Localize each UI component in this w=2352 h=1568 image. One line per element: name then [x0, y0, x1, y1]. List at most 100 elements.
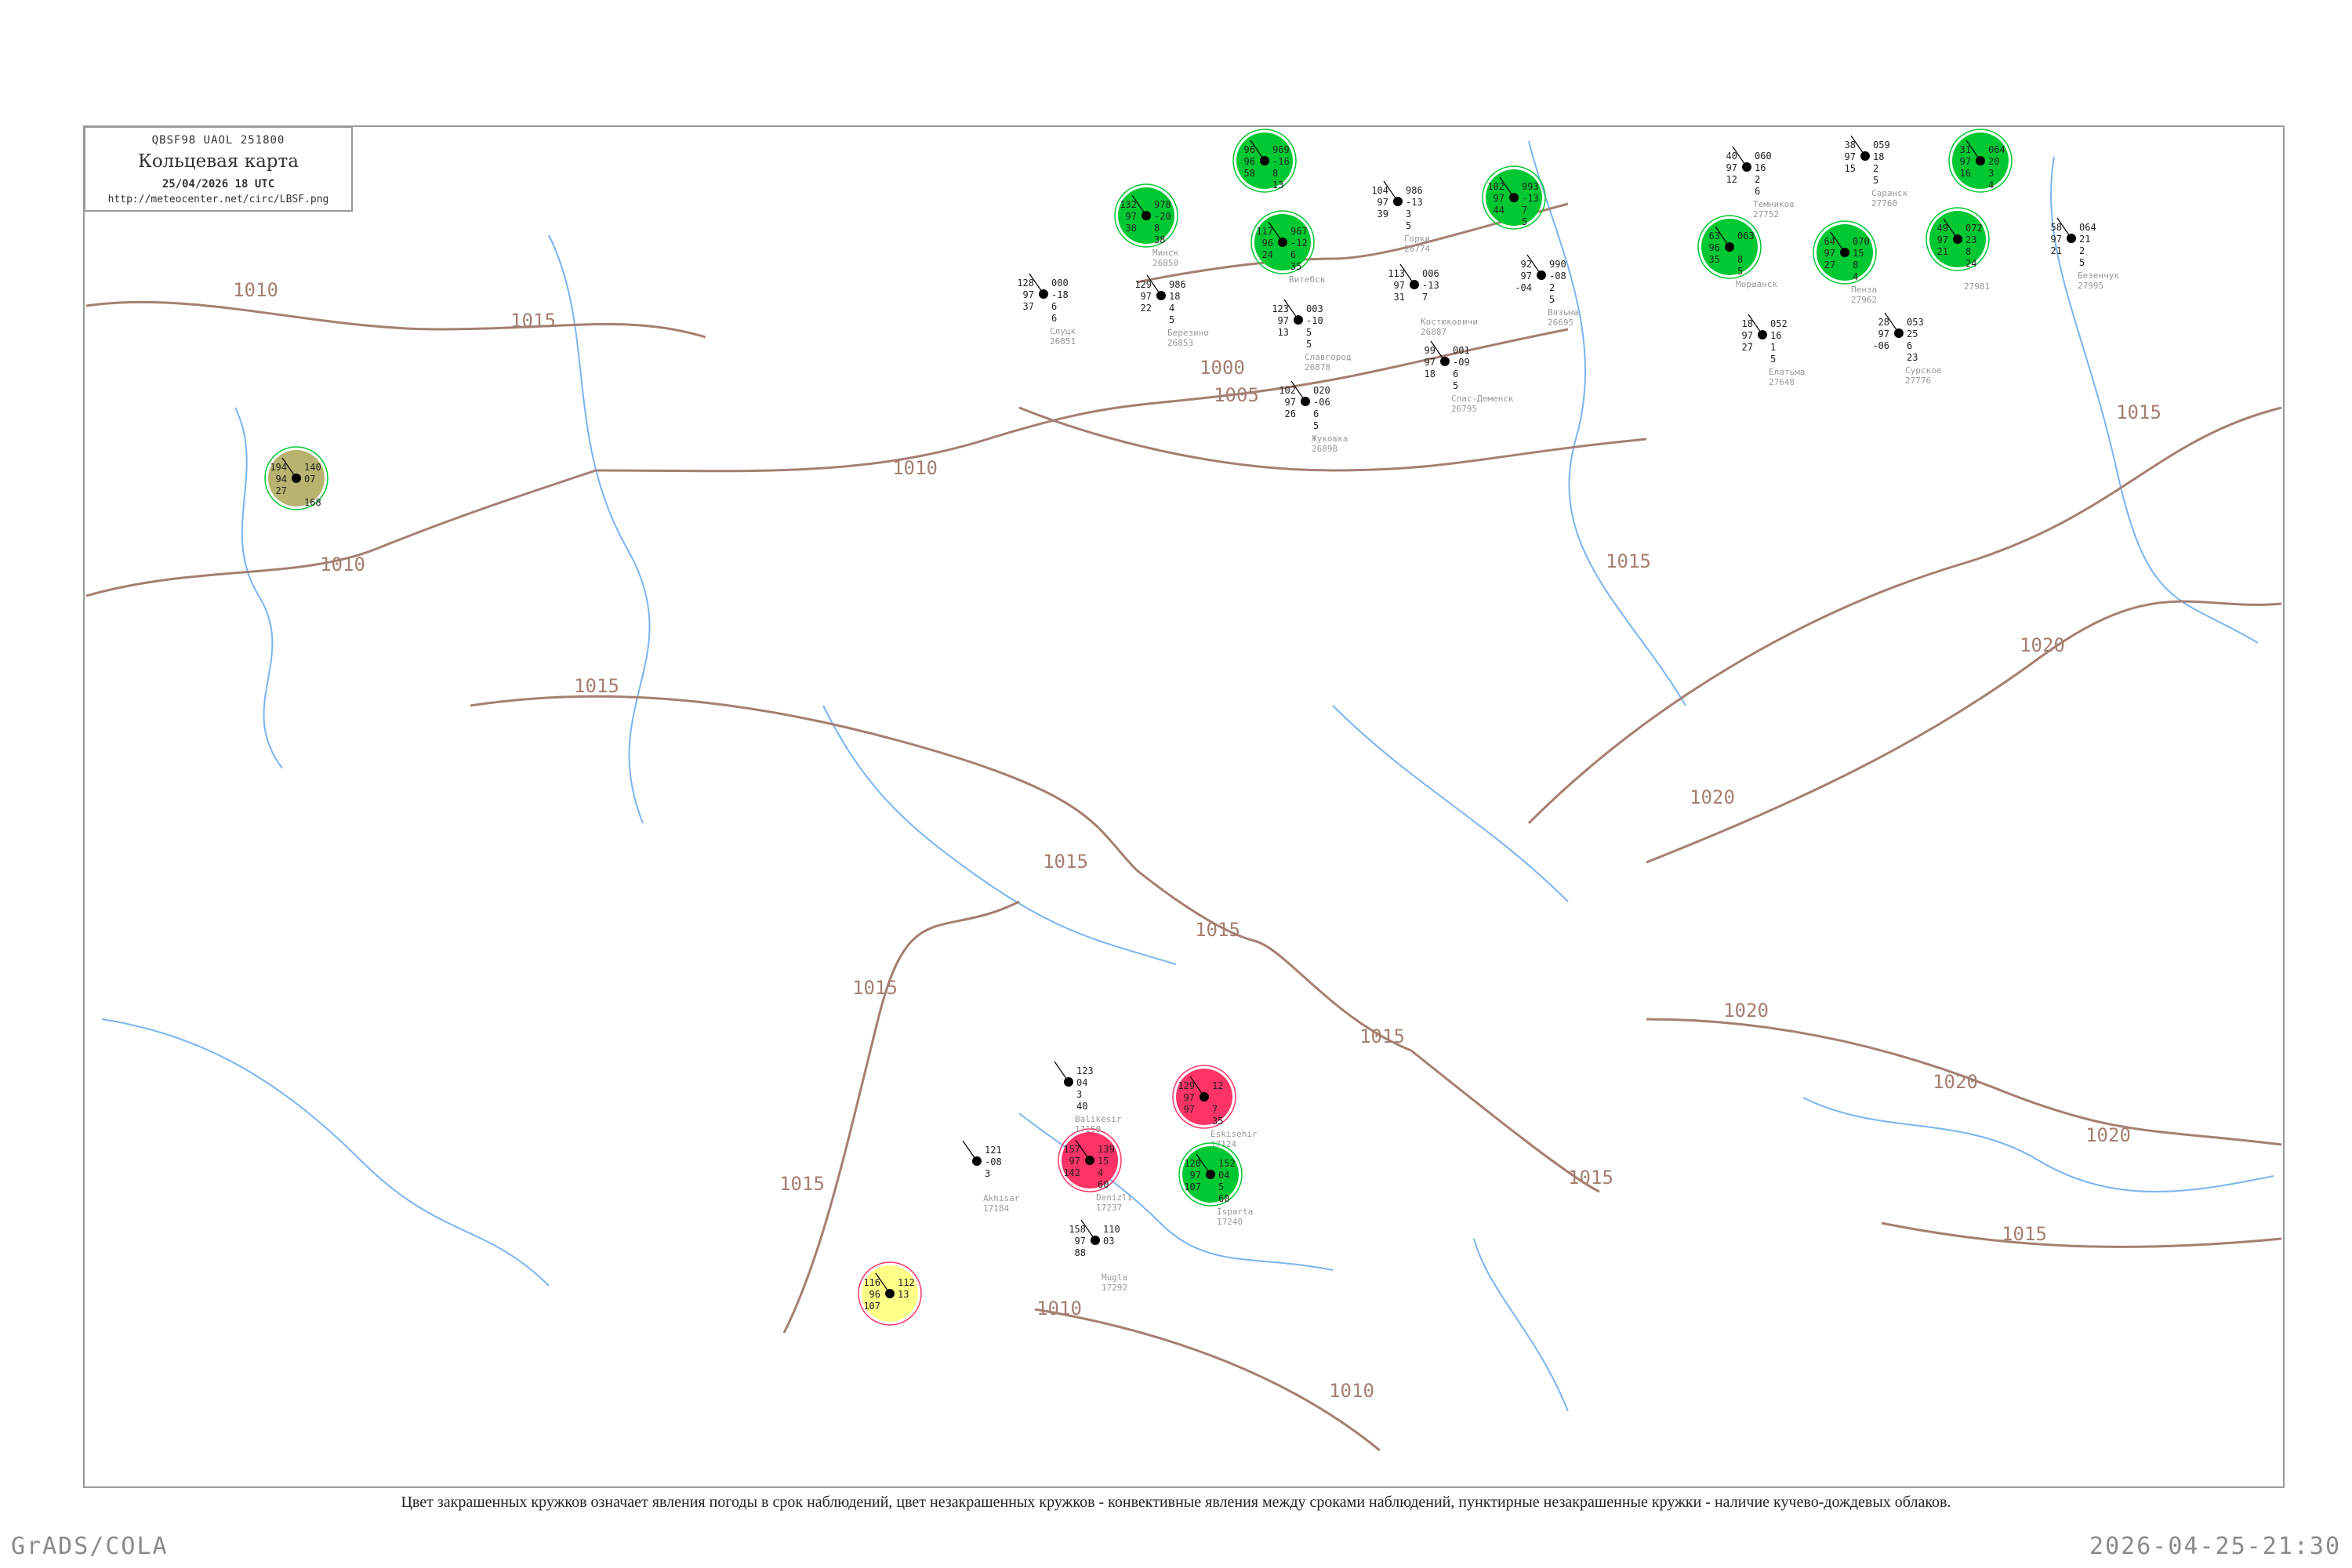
station-value-ml: 97: [1394, 280, 1405, 291]
wind-barb-icon: [1499, 176, 1515, 198]
station-name: Березино: [1167, 328, 1209, 338]
station-value-tr: 986: [1406, 185, 1423, 196]
station-id: 17150: [1075, 1124, 1101, 1134]
isobar-line: [595, 328, 1569, 473]
source-url[interactable]: http://meteocenter.net/circ/LBSF.png: [107, 194, 329, 205]
station-value-tr: 121: [985, 1145, 1002, 1156]
wind-barb-icon: [1965, 140, 1981, 162]
station-value-tr: 020: [1313, 385, 1330, 396]
station-value-b2: 5: [1169, 314, 1174, 325]
station-value-b2: 5: [1770, 354, 1776, 365]
isobar-label: 1015: [852, 977, 898, 999]
wind-barb-icon: [1080, 1219, 1096, 1241]
isobar-line: [1881, 1221, 2282, 1248]
station-plot[interactable]: 116 112 96 13 107: [858, 1261, 922, 1326]
station-plot[interactable]: 96 969 96 -16 58 813: [1232, 129, 1297, 193]
station-value-tr: 990: [1549, 259, 1566, 270]
station-name: Пенза: [1851, 285, 1877, 295]
station-ring: [1232, 129, 1297, 193]
station-plot[interactable]: 102 993 97 -13 44 75: [1482, 165, 1546, 230]
station-value-tr: 053: [1907, 317, 1924, 328]
station-id: 26774: [1404, 244, 1430, 254]
station-id: 27981: [1964, 281, 1990, 292]
isobar-label: 1015: [779, 1173, 825, 1195]
station-value-tl: 120: [1184, 1158, 1201, 1169]
station-value-b1: 4: [1169, 303, 1174, 314]
station-value-b1: 2: [1873, 163, 1878, 174]
station-value-tl: 128: [1017, 278, 1034, 289]
station-value-tr: 139: [1098, 1144, 1115, 1155]
wind-barb-icon: [1131, 194, 1147, 216]
station-value-ml: 97: [1742, 330, 1753, 341]
station-value-tr: 059: [1873, 140, 1890, 151]
station-ring: [1948, 129, 2013, 193]
station-value-ml: 97: [1494, 193, 1504, 204]
station-value-b2: 38: [1154, 234, 1165, 245]
station-value-mr: -08: [985, 1156, 1002, 1167]
station-value-b1: 8: [1965, 246, 1971, 257]
station-name: Спас-Деменск: [1451, 394, 1514, 404]
station-value-b1: 8: [1154, 223, 1160, 234]
map-title: Кольцевая карта: [138, 151, 299, 172]
station-ring: [1813, 220, 1877, 285]
station-value-ml: 96: [1709, 242, 1720, 253]
station-value-tr: 967: [1290, 226, 1308, 237]
station-value-bl: 18: [1425, 368, 1436, 379]
river-line: [1528, 140, 1686, 706]
station-value-mr: -13: [1522, 193, 1539, 204]
station-plot[interactable]: 49 072 97 23 21 824 27981: [1926, 207, 1990, 292]
station-value-bl: 38: [1126, 223, 1137, 234]
station-value-bl: 142: [1063, 1167, 1080, 1178]
bulletin-code: QBSF98 UAOL 251800: [151, 134, 285, 147]
station-ring: [1482, 165, 1546, 230]
station-value-mr: -12: [1290, 238, 1308, 249]
station-plot[interactable]: 117 967 96 -12 24 635 Витебск: [1250, 210, 1326, 285]
station-value-tl: 194: [270, 462, 287, 473]
station-value-bl: 21: [2051, 245, 2062, 256]
isobar-line: [1646, 1018, 2282, 1146]
station-id: 17184: [983, 1203, 1009, 1214]
station-id: 27995: [2078, 281, 2103, 291]
isobar-line: [782, 900, 1020, 1334]
station-value-bl: 44: [1494, 205, 1504, 216]
station-value-ml: 97: [1937, 234, 1948, 245]
station-id: 17124: [1210, 1139, 1236, 1149]
station-value-tr: 986: [1169, 279, 1186, 290]
station-plot[interactable]: 194 140 94 07 27 168: [264, 446, 328, 510]
station-id: 27776: [1905, 376, 1931, 386]
station-value-ml: 97: [1824, 248, 1835, 259]
station-value-ml: 97: [1285, 397, 1296, 408]
river-line: [2050, 156, 2259, 644]
wind-barb-icon: [1715, 226, 1730, 248]
station-value-tr: 112: [898, 1277, 915, 1288]
station-value-b2: 4: [1853, 271, 1858, 282]
station-id: 26853: [1167, 338, 1193, 348]
station-value-tl: 123: [1272, 303, 1289, 314]
station-value-b1: 7: [1522, 205, 1527, 216]
station-plot[interactable]: 31 064 97 20 16 34: [1948, 129, 2013, 193]
station-value-mr: 03: [1103, 1236, 1114, 1247]
station-value-b1: 6: [1453, 368, 1458, 379]
